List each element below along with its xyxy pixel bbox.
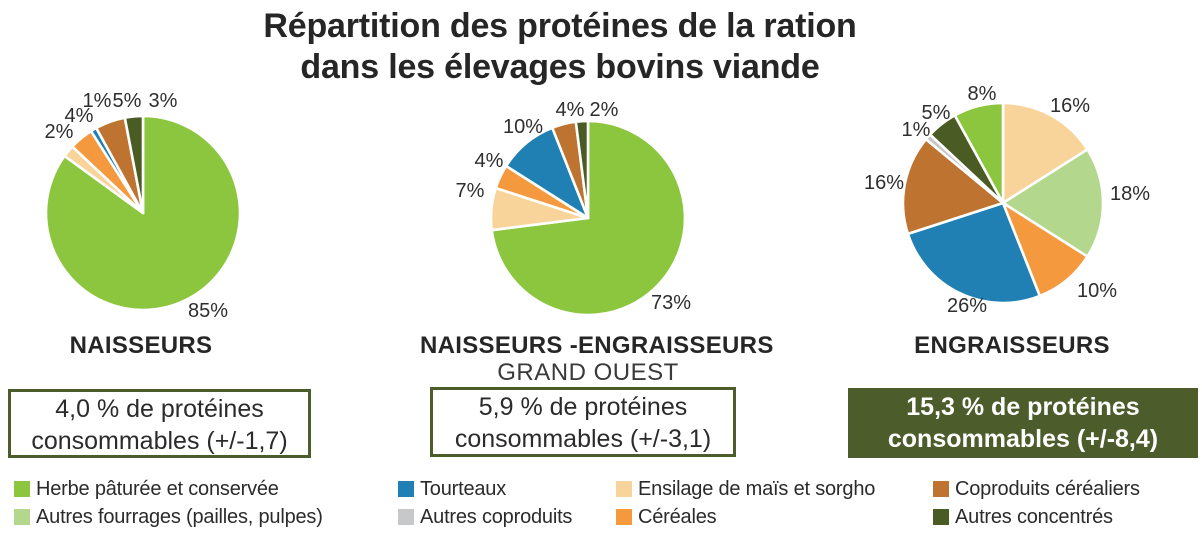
legend-label: Céréales <box>638 505 717 528</box>
legend-column-3: Ensilage de maïs et sorgho Céréales <box>616 478 875 528</box>
ensilage-swatch <box>616 481 632 497</box>
pie-chart-engraisseurs: 16% 18% 10% 26% 16% 1%5% 8% <box>864 83 1150 317</box>
slice-label: 18% <box>1110 183 1150 205</box>
legend-column-4: Coproduits céréaliers Autres concentrés <box>933 478 1140 528</box>
tourteaux-swatch <box>398 481 414 497</box>
slice-label: 85% <box>188 300 228 322</box>
pie-chart-naisseurs_engraisseurs: 73%7%4%10%4% 2% <box>456 99 691 317</box>
legend-label: Tourteaux <box>420 477 507 500</box>
autres_concentres-swatch <box>933 509 949 525</box>
slice-label: 5% <box>922 102 951 124</box>
chart-title-line1: Répartition des protéines de la ration <box>263 7 857 45</box>
pie-slice-engraisseurs-ensilage <box>1001 101 1089 205</box>
legend-label: Autres fourrages (pailles, pulpes) <box>36 505 323 528</box>
slice-label: 16% <box>1050 95 1090 117</box>
pie-slice-engraisseurs-coproduits_cerealiers <box>901 137 1005 236</box>
legend-label: Coproduits céréaliers <box>955 477 1140 500</box>
legend-label: Autres coproduits <box>420 505 573 528</box>
legend-item: Autres fourrages (pailles, pulpes) <box>14 506 323 528</box>
pie-slice-engraisseurs-tourteaux <box>906 201 1042 305</box>
coproduits_cerealiers-swatch <box>933 481 949 497</box>
chart-title-line2: dans les élevages bovins viande <box>300 48 820 86</box>
summary-line1: 4,0 % de protéines <box>55 395 264 423</box>
pie-slice-naisseurs_engraisseurs-autres_concentres <box>574 119 590 220</box>
slice-label: 7% <box>456 180 485 202</box>
slice-label: 1% <box>902 119 931 141</box>
slice-label: 1% <box>83 90 112 112</box>
legend-item: Ensilage de maïs et sorgho <box>616 478 875 500</box>
slice-label: 5% <box>113 90 142 112</box>
slice-label: 10% <box>1077 280 1117 302</box>
chart-title: Répartition des protéines de la ration d… <box>60 6 1060 88</box>
slice-label: 16% <box>864 172 904 194</box>
slice-label: 73% <box>651 292 691 314</box>
summary-line2: consommables (+/-1,7) <box>31 427 288 455</box>
legend-item: Autres coproduits <box>398 506 572 528</box>
legend-item: Céréales <box>616 506 875 528</box>
slice-label: 4% <box>475 150 504 172</box>
pie-slice-naisseurs-autres_concentres <box>123 114 145 215</box>
legend-label: Ensilage de maïs et sorgho <box>638 477 876 500</box>
summary-line2: consommables (+/-8,4) <box>887 425 1159 453</box>
slice-label: 4% <box>556 99 585 121</box>
caption-naisseurs-engraisseurs: NAISSEURS -ENGRAISSEURS <box>420 332 774 359</box>
pie-chart-naisseurs: 85% 2%4%1% 5% 3% <box>45 90 242 322</box>
legend-item: Tourteaux <box>398 478 572 500</box>
slice-label: 2% <box>590 99 619 121</box>
subcaption-grand-ouest: GRAND OUEST <box>497 359 679 386</box>
slice-label: 26% <box>947 295 987 317</box>
cereales-swatch <box>616 509 632 525</box>
legend-column-1: Herbe pâturée et conservée Autres fourrag… <box>14 478 323 528</box>
legend-item: Autres concentrés <box>933 506 1140 528</box>
caption-engraisseurs: ENGRAISSEURS <box>914 332 1110 359</box>
pie-slice-engraisseurs-autres_fourrages <box>1001 148 1105 258</box>
autres_coproduits-swatch <box>398 509 414 525</box>
slice-label: 2% <box>45 121 74 143</box>
summary-line2: consommables (+/-3,1) <box>454 425 712 453</box>
slice-label: 8% <box>968 83 997 105</box>
legend-item: Herbe pâturée et conservée <box>14 478 323 500</box>
legend-item: Coproduits céréaliers <box>933 478 1140 500</box>
summary-box-naisseurs-engraisseurs: 5,9 % de protéines consommables (+/-3,1) <box>430 387 736 457</box>
caption-naisseurs: NAISSEURS <box>69 332 213 359</box>
autres_fourrages-swatch <box>14 509 30 525</box>
legend-label: Herbe pâturée et conservée <box>36 477 279 500</box>
legend-column-2: Tourteaux Autres coproduits <box>398 478 572 528</box>
summary-box-engraisseurs: 15,3 % de protéines consommables (+/-8,4… <box>848 388 1198 458</box>
summary-line1: 5,9 % de protéines <box>478 393 688 421</box>
summary-line1: 15,3 % de protéines <box>906 393 1140 421</box>
herbe-swatch <box>14 481 30 497</box>
legend-label: Autres concentrés <box>955 505 1113 528</box>
summary-box-naisseurs: 4,0 % de protéines consommables (+/-1,7) <box>8 389 311 458</box>
slice-label: 10% <box>503 116 543 138</box>
pie-slice-engraisseurs-herbe <box>953 101 1005 205</box>
slice-label: 3% <box>149 90 178 112</box>
slice-label: 4% <box>65 105 94 127</box>
